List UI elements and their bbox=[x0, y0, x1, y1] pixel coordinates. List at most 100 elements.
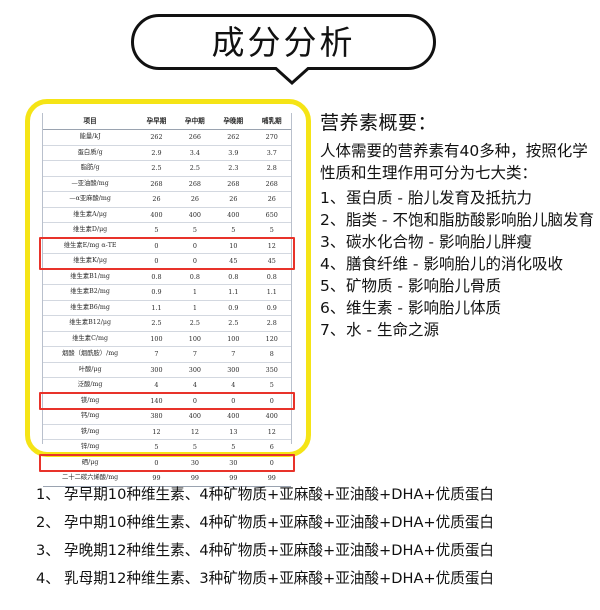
row-value: 0.8 bbox=[137, 269, 176, 285]
nutrient-summary-panel: 营养素概要： 人体需要的营养素有40多种，按照化学性质和生理作用可分为七大类： … bbox=[320, 112, 595, 341]
row-value: 262 bbox=[137, 129, 176, 146]
formula-list-item: 4、 乳母期12种维生素、3种矿物质+亚麻酸+亚油酸+DHA+优质蛋白 bbox=[36, 565, 584, 593]
col-header-early: 孕早期 bbox=[137, 113, 176, 130]
row-value: 12 bbox=[252, 424, 291, 440]
row-value: 7 bbox=[214, 346, 253, 363]
list-item-text: 乳母期12种维生素、3种矿物质+亚麻酸+亚油酸+DHA+优质蛋白 bbox=[64, 570, 495, 587]
table-row: 维生素D/μg 5 5 5 5 bbox=[43, 222, 291, 239]
row-value: 3.7 bbox=[252, 145, 291, 161]
row-value: 6 bbox=[252, 439, 291, 456]
summary-list-item: 4、膳食纤维 - 影响胎儿的消化吸收 bbox=[320, 253, 595, 275]
table-row: —α亚麻酸/mg 26 26 26 26 bbox=[43, 191, 291, 208]
row-value: 268 bbox=[214, 176, 253, 192]
list-item-text: 孕中期10种维生素、4种矿物质+亚麻酸+亚油酸+DHA+优质蛋白 bbox=[64, 514, 495, 531]
row-value: 262 bbox=[214, 129, 253, 146]
title-bubble-outline: 成分分析 bbox=[131, 14, 436, 70]
row-value: 30 bbox=[214, 455, 253, 471]
list-item-number: 6、 bbox=[320, 298, 346, 317]
page-title: 成分分析 bbox=[211, 22, 356, 62]
row-value: 266 bbox=[175, 129, 215, 146]
table-body: 能量/kJ 262 266 262 270 蛋白质/g 2.9 3.4 3.9 3.7 脂肪/g 2.… bbox=[43, 129, 291, 487]
row-label: 维生素E/mg α-TE bbox=[43, 238, 138, 254]
table-row: 维生素E/mg α-TE 0 0 10 12 bbox=[43, 238, 291, 254]
row-value: 99 bbox=[137, 470, 176, 487]
row-value: 7 bbox=[137, 346, 176, 363]
row-value: 3.4 bbox=[175, 145, 215, 161]
row-value: 268 bbox=[175, 176, 215, 192]
row-value: 2.5 bbox=[175, 160, 215, 177]
row-label: 蛋白质/g bbox=[43, 145, 138, 161]
list-item-text: 水 - 生命之源 bbox=[346, 320, 439, 339]
row-value: 400 bbox=[175, 207, 215, 223]
summary-list: 1、蛋白质 - 胎儿发育及抵抗力 2、脂类 - 不饱和脂肪酸影响胎儿脑发育 3、碳水… bbox=[320, 187, 595, 341]
table-row: 维生素C/mg 100 100 100 120 bbox=[43, 331, 291, 347]
row-value: 5 bbox=[214, 222, 253, 239]
row-value: 30 bbox=[175, 455, 215, 471]
row-value: 0 bbox=[175, 253, 215, 270]
row-value: 1.1 bbox=[137, 300, 176, 316]
row-label: 维生素B1/mg bbox=[43, 269, 138, 285]
row-value: 0.8 bbox=[252, 269, 291, 285]
row-value: 268 bbox=[137, 176, 176, 192]
nutrition-table: 项目 孕早期 孕中期 孕晚期 哺乳期 能量/kJ 262 266 262 270 蛋白质/… bbox=[43, 113, 291, 487]
row-label: 烟酸（烟酰胺）/mg bbox=[43, 346, 138, 363]
list-item-number: 3、 bbox=[320, 232, 346, 251]
summary-list-item: 6、维生素 - 影响胎儿体质 bbox=[320, 297, 595, 319]
table-header-row: 项目 孕早期 孕中期 孕晚期 哺乳期 bbox=[43, 113, 291, 130]
table-row: 锌/mg 5 5 5 6 bbox=[43, 439, 291, 456]
row-value: 140 bbox=[137, 393, 176, 409]
list-item-text: 膳食纤维 - 影响胎儿的消化吸收 bbox=[346, 254, 563, 273]
list-item-number: 4、 bbox=[36, 570, 60, 587]
row-value: 0 bbox=[137, 455, 176, 471]
row-value: 0 bbox=[137, 253, 176, 270]
formula-list-item: 1、 孕早期10种维生素、4种矿物质+亚麻酸+亚油酸+DHA+优质蛋白 bbox=[36, 481, 584, 509]
row-label: 维生素D/μg bbox=[43, 222, 138, 239]
table-row: 蛋白质/g 2.9 3.4 3.9 3.7 bbox=[43, 145, 291, 161]
table-row: 烟酸（烟酰胺）/mg 7 7 7 8 bbox=[43, 346, 291, 363]
row-label: 维生素C/mg bbox=[43, 331, 138, 347]
row-label: 锌/mg bbox=[43, 439, 138, 456]
row-value: 2.9 bbox=[137, 145, 176, 161]
row-value: 1.1 bbox=[252, 284, 291, 301]
row-value: 26 bbox=[214, 191, 253, 208]
row-value: 400 bbox=[214, 207, 253, 223]
row-value: 0 bbox=[137, 238, 176, 254]
row-value: 10 bbox=[214, 238, 253, 254]
list-item-text: 孕早期10种维生素、4种矿物质+亚麻酸+亚油酸+DHA+优质蛋白 bbox=[64, 486, 495, 503]
row-value: 0.9 bbox=[137, 284, 176, 301]
table-header: 项目 孕早期 孕中期 孕晚期 哺乳期 bbox=[43, 113, 291, 130]
row-value: 0 bbox=[214, 393, 253, 409]
col-header-mid: 孕中期 bbox=[175, 113, 215, 130]
table-row: 维生素A/μg 400 400 400 650 bbox=[43, 207, 291, 223]
row-value: 300 bbox=[175, 362, 215, 378]
list-item-number: 1、 bbox=[320, 188, 346, 207]
summary-list-item: 3、碳水化合物 - 影响胎儿胖瘦 bbox=[320, 231, 595, 253]
summary-list-item: 1、蛋白质 - 胎儿发育及抵抗力 bbox=[320, 187, 595, 209]
list-item-text: 矿物质 - 影响胎儿骨质 bbox=[346, 276, 501, 295]
table-row: 钙/mg 380 400 400 400 bbox=[43, 408, 291, 425]
formula-summary-list: 1、 孕早期10种维生素、4种矿物质+亚麻酸+亚油酸+DHA+优质蛋白 2、 孕中期1… bbox=[36, 481, 584, 593]
list-item-number: 7、 bbox=[320, 320, 346, 339]
summary-heading: 营养素概要： bbox=[320, 112, 438, 134]
row-value: 0 bbox=[175, 238, 215, 254]
row-label: 钙/mg bbox=[43, 408, 138, 425]
row-value: 5 bbox=[252, 377, 291, 394]
col-header-lactation: 哺乳期 bbox=[252, 113, 291, 130]
row-value: 100 bbox=[137, 331, 176, 347]
row-value: 1 bbox=[175, 284, 215, 301]
row-value: 2.5 bbox=[137, 160, 176, 177]
table-row: 维生素B2/mg 0.9 1 1.1 1.1 bbox=[43, 284, 291, 301]
row-value: 0.9 bbox=[252, 300, 291, 316]
table-row: 硒/μg 0 30 30 0 bbox=[43, 455, 291, 471]
row-value: 99 bbox=[214, 470, 253, 487]
table-row: 泛酸/mg 4 4 4 5 bbox=[43, 377, 291, 394]
row-value: 5 bbox=[175, 222, 215, 239]
table-row: 维生素B1/mg 0.8 0.8 0.8 0.8 bbox=[43, 269, 291, 285]
row-value: 8 bbox=[252, 346, 291, 363]
row-label: 铁/mg bbox=[43, 424, 138, 440]
summary-intro: 人体需要的营养素有40多种，按照化学性质和生理作用可分为七大类： bbox=[320, 141, 588, 182]
table-row: 铁/mg 12 12 13 12 bbox=[43, 424, 291, 440]
table-row: 镁/mg 140 0 0 0 bbox=[43, 393, 291, 409]
row-value: 2.3 bbox=[214, 160, 253, 177]
